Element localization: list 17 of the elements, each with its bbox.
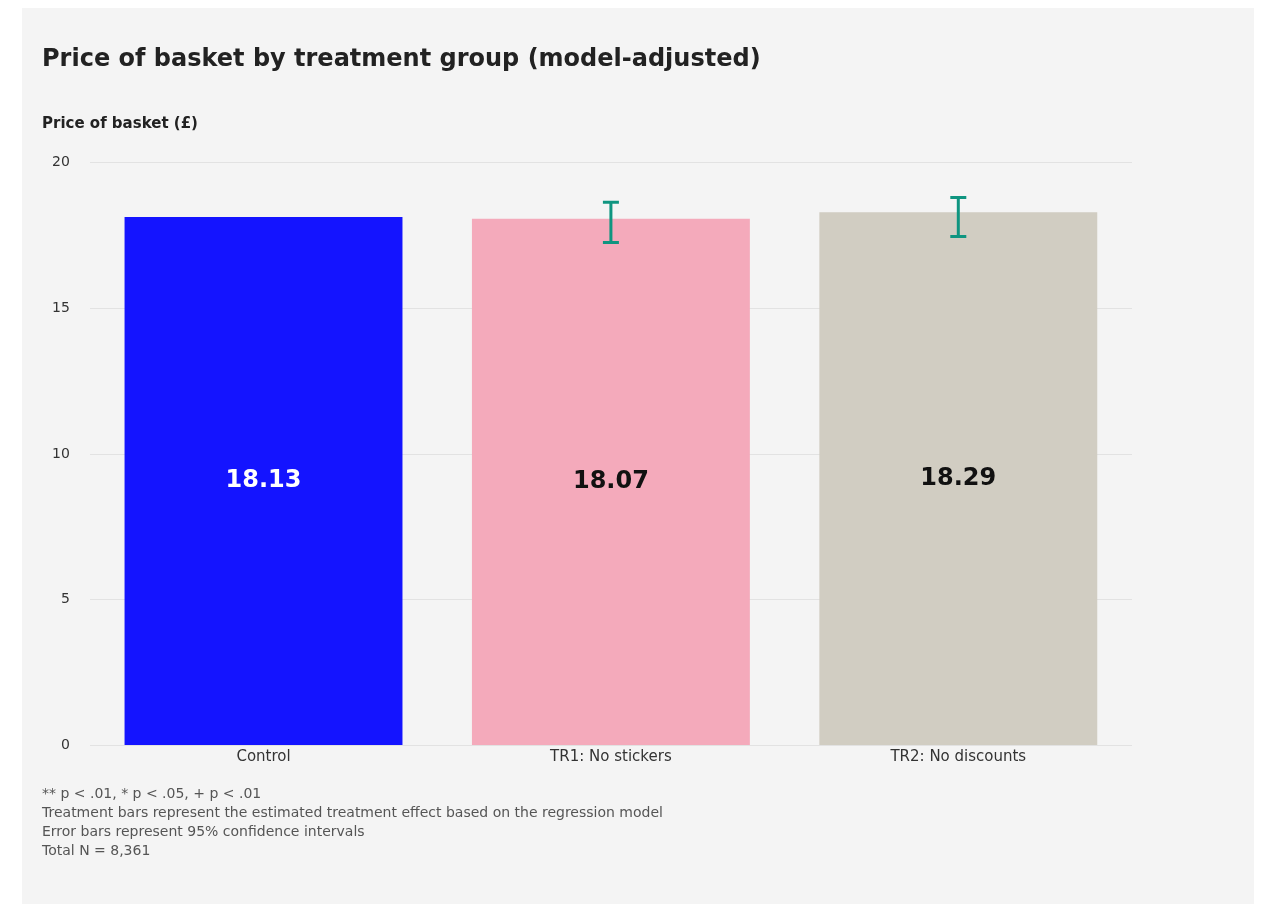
text: Total N = 8,361 [42,841,152,860]
x-tick-label: TR1: No stickers [549,747,672,766]
y-tick-label: 15 [51,298,70,315]
x-tick-label: Control [236,747,291,766]
chart-title: Price of basket by treatment group (model-adjusted) [42,44,761,72]
data-label: 18.07 [572,466,649,495]
data-label: 18.29 [920,462,997,491]
y-tick-label: 0 [60,736,70,753]
y-axis-title: Price of basket (£) [42,114,198,132]
text: Treatment bars represent the estimated treatment effect based on the regression model [42,803,663,822]
text: ** p < .01, * p < .05, + p < .01 [42,784,263,803]
text: Error bars represent 95% confidence intervals [42,822,366,841]
x-tick-label: TR2: No discounts [889,747,1027,766]
y-tick-label: 5 [60,590,70,607]
data-label: 18.13 [225,465,302,494]
y-tick-label: 10 [51,444,70,461]
y-tick-label: 20 [51,153,70,170]
